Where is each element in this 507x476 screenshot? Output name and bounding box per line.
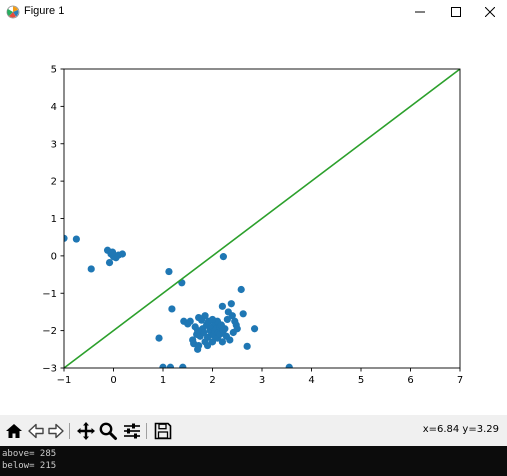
scatter-point <box>195 341 203 350</box>
scatter-point <box>87 265 95 273</box>
scatter-point <box>105 259 114 267</box>
scatter-point <box>239 310 247 318</box>
y-tick-label: 2 <box>51 177 57 188</box>
x-tick-label: 0 <box>110 375 116 386</box>
configure-subplots-button[interactable] <box>122 421 142 441</box>
zoom-icon <box>99 422 117 440</box>
scatter-point <box>165 267 173 276</box>
y-tick-label: −1 <box>42 289 57 300</box>
y-tick-label: −2 <box>42 326 57 337</box>
close-button[interactable] <box>473 0 507 24</box>
navigation-toolbar: x=6.84 y=3.29 <box>0 415 507 446</box>
scatter-point <box>218 338 226 346</box>
minimize-button[interactable] <box>403 0 437 24</box>
toolbar-separator <box>146 423 147 439</box>
home-button[interactable] <box>4 421 24 441</box>
scatter-point <box>159 363 167 368</box>
toolbar-separator <box>69 423 70 439</box>
console-output: above= 285 below= 215 <box>0 446 507 476</box>
forward-icon <box>48 423 64 439</box>
scatter-point <box>108 248 117 256</box>
y-tick-label: 4 <box>51 102 57 113</box>
scatter-point <box>208 315 217 324</box>
scatter-point <box>64 234 68 242</box>
zoom-button[interactable] <box>98 421 118 441</box>
home-icon <box>6 424 22 438</box>
scatter-point <box>223 315 231 324</box>
scatter-point <box>226 336 234 344</box>
minimize-icon <box>415 11 425 13</box>
y-tick-label: 1 <box>51 214 57 225</box>
window-title: Figure 1 <box>24 5 65 17</box>
configure-subplots-icon <box>124 423 140 439</box>
figure-canvas[interactable]: −1 0 1 2 3 4 5 6 7 −3 −2 −1 0 1 2 3 4 5 <box>0 24 507 415</box>
scatter-point <box>166 363 175 368</box>
maximize-button[interactable] <box>439 0 473 24</box>
scatter-point <box>233 325 241 333</box>
save-icon <box>154 422 172 440</box>
x-tick-label: 3 <box>259 375 265 386</box>
back-icon <box>28 423 44 439</box>
save-button[interactable] <box>153 421 173 441</box>
scatter-point <box>186 317 194 325</box>
scatter-point <box>208 338 217 346</box>
scatter-point <box>219 253 227 261</box>
x-tick-label: 1 <box>160 375 166 386</box>
scatter-point <box>201 312 209 320</box>
x-tick-label: 5 <box>358 375 364 386</box>
scatter-point <box>155 334 163 342</box>
pan-icon <box>77 422 95 440</box>
scatter-point <box>203 341 212 350</box>
y-tick-label: 3 <box>51 139 57 150</box>
cursor-coordinates: x=6.84 y=3.29 <box>422 424 499 435</box>
scatter-point <box>72 235 80 243</box>
x-tick-label: 2 <box>209 375 215 386</box>
close-icon <box>485 7 495 17</box>
back-button[interactable] <box>26 421 46 441</box>
scatter-point <box>221 325 229 333</box>
matplotlib-logo-icon <box>6 5 20 19</box>
scatter-point <box>237 285 245 294</box>
console-line: above= 285 <box>2 449 57 459</box>
forward-button[interactable] <box>46 421 66 441</box>
scatter-point <box>168 305 176 313</box>
y-tick-label: 0 <box>51 251 57 262</box>
scatter-point <box>228 312 236 320</box>
scatter-point <box>285 363 293 368</box>
reference-line <box>64 69 460 368</box>
scatter-point <box>195 313 203 322</box>
scatter-point <box>203 333 212 341</box>
x-tick-label: 7 <box>457 375 463 386</box>
maximize-icon <box>451 7 461 17</box>
window-titlebar: Figure 1 <box>0 0 507 24</box>
console-line: below= 215 <box>2 461 57 471</box>
scatter-point <box>218 302 226 310</box>
scatter-point <box>199 328 208 337</box>
scatter-point <box>194 327 202 335</box>
scatter-point <box>118 250 127 258</box>
x-tick-label: −1 <box>57 375 72 386</box>
x-tick-label: 4 <box>308 375 314 386</box>
scatter-point <box>179 363 187 368</box>
scatter-point <box>243 342 251 350</box>
y-tick-label: −3 <box>42 364 57 375</box>
scatter-point <box>227 300 235 308</box>
scatter-point <box>250 325 259 333</box>
pan-button[interactable] <box>76 421 96 441</box>
x-tick-label: 6 <box>407 375 413 386</box>
y-tick-label: 5 <box>51 65 57 76</box>
scatter-plot: −1 0 1 2 3 4 5 6 7 −3 −2 −1 0 1 2 3 4 5 <box>42 65 463 387</box>
